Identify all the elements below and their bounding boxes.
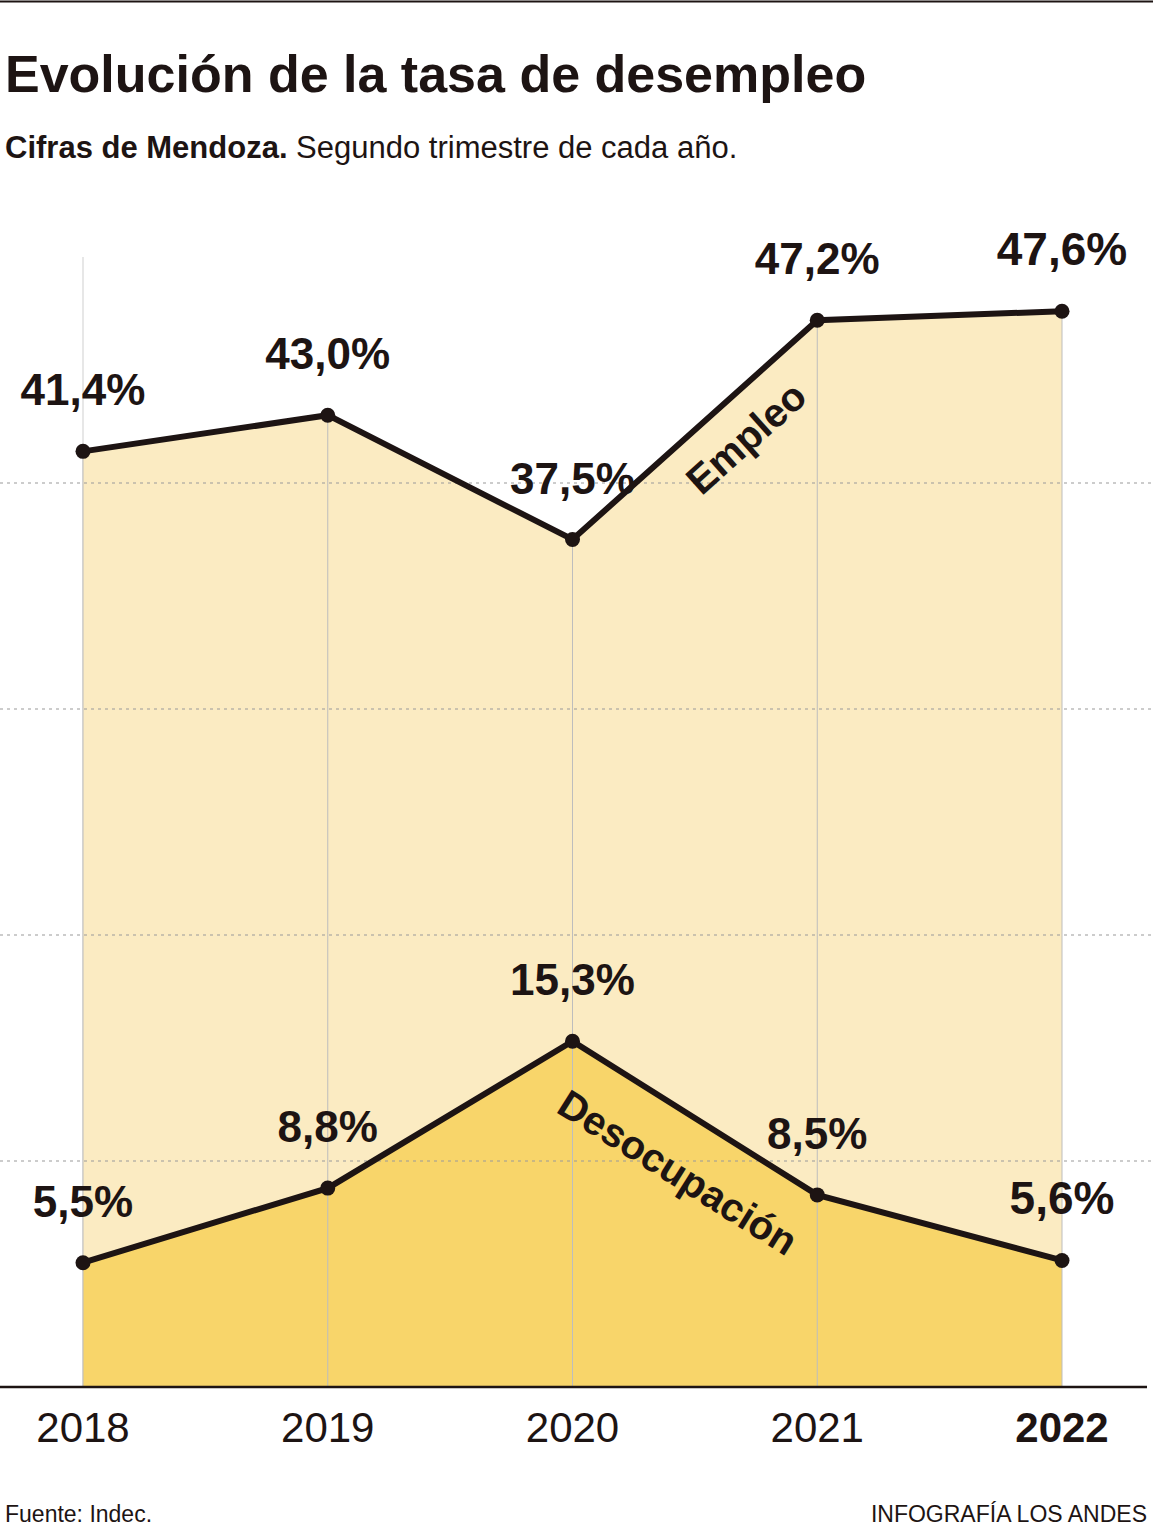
credit: INFOGRAFÍA LOS ANDES: [871, 1501, 1147, 1527]
x-tick-label: 2019: [281, 1404, 374, 1451]
data-label: 41,4%: [21, 365, 146, 414]
marker: [565, 1034, 580, 1049]
data-label: 5,5%: [33, 1177, 133, 1226]
data-label: 5,6%: [1010, 1172, 1115, 1224]
data-label: 8,8%: [278, 1102, 378, 1151]
marker: [76, 444, 91, 459]
chart: Evolución de la tasa de desempleo Cifras …: [0, 0, 1153, 1536]
category-line: [83, 451, 84, 1387]
data-label: 8,5%: [767, 1109, 867, 1158]
source: Fuente: Indec.: [5, 1501, 152, 1527]
category-line: [1062, 311, 1063, 1387]
marker: [1055, 1253, 1070, 1268]
series-label: Empleo: [678, 373, 815, 502]
marker: [320, 1181, 335, 1196]
top-rule: [0, 1, 1153, 3]
grid-line: [0, 708, 1153, 709]
data-label: 37,5%: [510, 454, 635, 503]
marker: [565, 532, 580, 547]
x-tick-label: 2020: [526, 1404, 619, 1451]
marker: [810, 1187, 825, 1202]
category-line: [327, 415, 328, 1387]
marker: [810, 313, 825, 328]
grid-line: [0, 934, 1153, 935]
category-line: [817, 320, 818, 1387]
data-label: 47,2%: [755, 234, 880, 283]
data-label: 47,6%: [997, 223, 1127, 275]
x-tick-label: 2018: [36, 1404, 129, 1451]
title: Evolución de la tasa de desempleo: [5, 45, 866, 103]
marker: [76, 1255, 91, 1270]
area: [83, 311, 1062, 1387]
subtitle: Cifras de Mendoza. Segundo trimestre de …: [5, 130, 737, 165]
line: [83, 1041, 1062, 1262]
data-label: 43,0%: [265, 329, 390, 378]
line: [83, 311, 1062, 539]
subtitle-part: Cifras de Mendoza.: [5, 130, 288, 165]
series-label: Desocupación: [550, 1081, 805, 1264]
marker: [1055, 304, 1070, 319]
x-tick-label: 2022: [1015, 1404, 1108, 1451]
grid-line: [0, 1160, 1153, 1161]
plot-area: [0, 304, 1153, 1387]
x-tick-label: 2021: [771, 1404, 864, 1451]
subtitle-part: Segundo trimestre de cada año.: [288, 130, 738, 165]
marker: [320, 408, 335, 423]
data-label: 15,3%: [510, 955, 635, 1004]
x-axis-line: [0, 1386, 1147, 1389]
